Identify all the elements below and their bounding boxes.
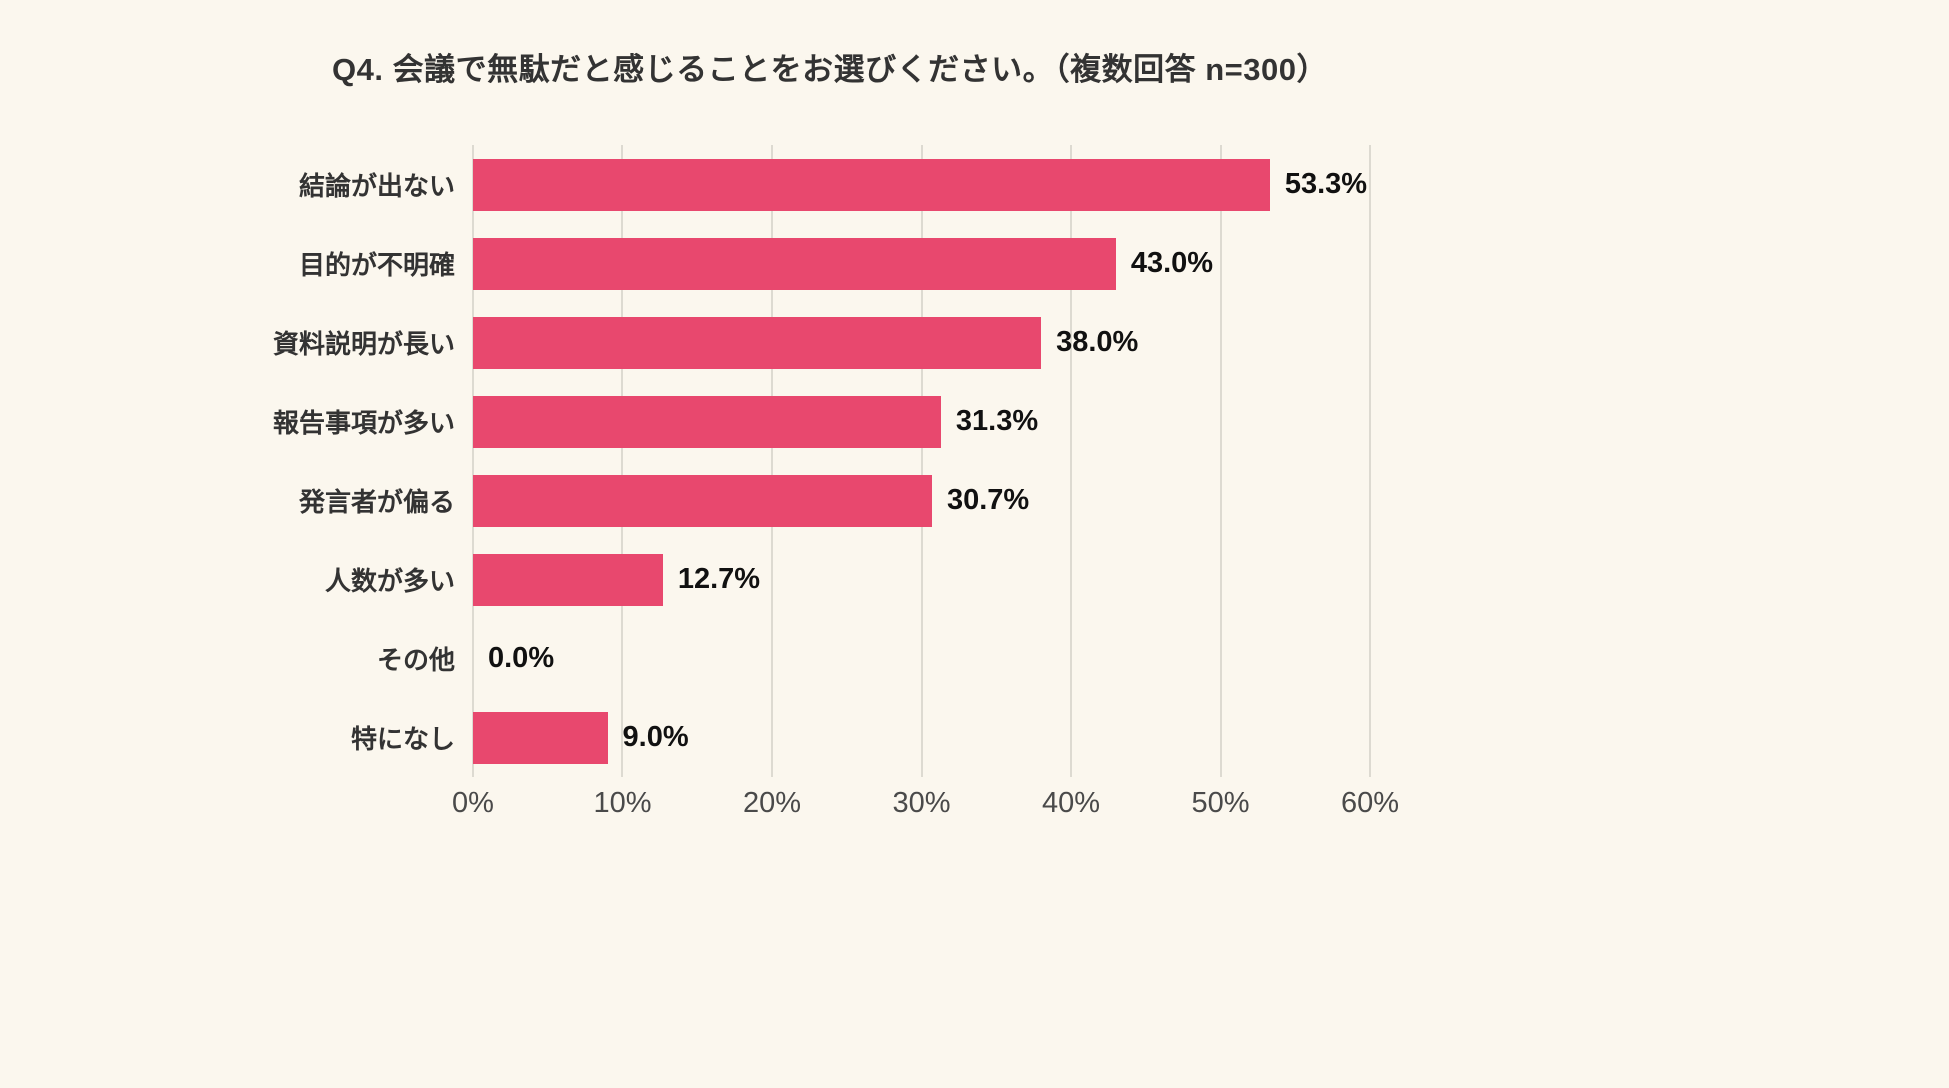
- bar: [473, 158, 1270, 211]
- gridline: [1219, 145, 1222, 777]
- category-label: 発言者が偏る: [298, 487, 455, 517]
- x-tick-label: 20%: [742, 787, 802, 819]
- bar-row: 人数が多い 12.7%: [325, 540, 1370, 619]
- gridlines: [472, 145, 1371, 777]
- gridline: [920, 145, 923, 777]
- category-label: 特になし: [350, 724, 455, 754]
- bar: [473, 395, 941, 448]
- rows: 結論が出ない 53.3% 目的が不明確 43.0% 資料説明が長い 38.0% 報告事項が多…: [273, 145, 1370, 777]
- category-label: その他: [376, 645, 455, 675]
- gridline: [1069, 145, 1072, 777]
- bar-row: その他 0.0%: [377, 619, 1370, 698]
- x-tick-label: 40%: [1041, 787, 1101, 819]
- value-label: 38.0%: [1056, 326, 1139, 358]
- bar-row: 特になし 9.0%: [351, 698, 1370, 777]
- x-axis: 0% 10% 20% 30% 40% 50% 60%: [452, 787, 1399, 827]
- bar-row: 資料説明が長い 38.0%: [273, 303, 1370, 382]
- value-label: 43.0%: [1130, 247, 1214, 279]
- value-label: 9.0%: [622, 721, 689, 753]
- x-tick-label: 30%: [892, 787, 951, 819]
- bar-row: 報告事項が多い 31.3%: [273, 382, 1370, 461]
- x-tick-label: 10%: [593, 787, 652, 819]
- bar: [473, 553, 663, 606]
- bar-row: 発言者が偏る 30.7%: [299, 461, 1370, 540]
- category-label: 結論が出ない: [298, 171, 455, 201]
- x-tick-label: 60%: [1340, 787, 1400, 819]
- category-label: 目的が不明確: [298, 250, 455, 280]
- gridline: [621, 145, 624, 777]
- category-label: 報告事項が多い: [272, 408, 455, 438]
- bar: [473, 474, 932, 527]
- gridline: [472, 145, 474, 777]
- bar: [473, 316, 1042, 369]
- category-label: 人数が多い: [324, 566, 455, 596]
- chart-title: Q4. 会議で無駄だと感じることをお選びください。（複数回答 n=300）: [332, 52, 1328, 87]
- value-label: 0.0%: [488, 642, 555, 674]
- bar: [473, 237, 1116, 290]
- bar: [473, 711, 608, 764]
- category-label: 資料説明が長い: [272, 329, 455, 359]
- value-label: 12.7%: [677, 563, 761, 595]
- value-label: 53.3%: [1284, 168, 1368, 200]
- gridline: [770, 145, 773, 777]
- bar-row: 結論が出ない 53.3%: [299, 145, 1370, 224]
- plot-area: 結論が出ない 53.3% 目的が不明確 43.0% 資料説明が長い 38.0% 報告事項が多…: [273, 145, 1399, 819]
- bar-row: 目的が不明確 43.0%: [299, 224, 1370, 303]
- value-label: 30.7%: [946, 484, 1030, 516]
- x-tick-label: 50%: [1191, 787, 1250, 819]
- value-label: 31.3%: [955, 405, 1039, 437]
- x-tick-label: 0%: [452, 787, 494, 819]
- gridline: [1369, 145, 1371, 777]
